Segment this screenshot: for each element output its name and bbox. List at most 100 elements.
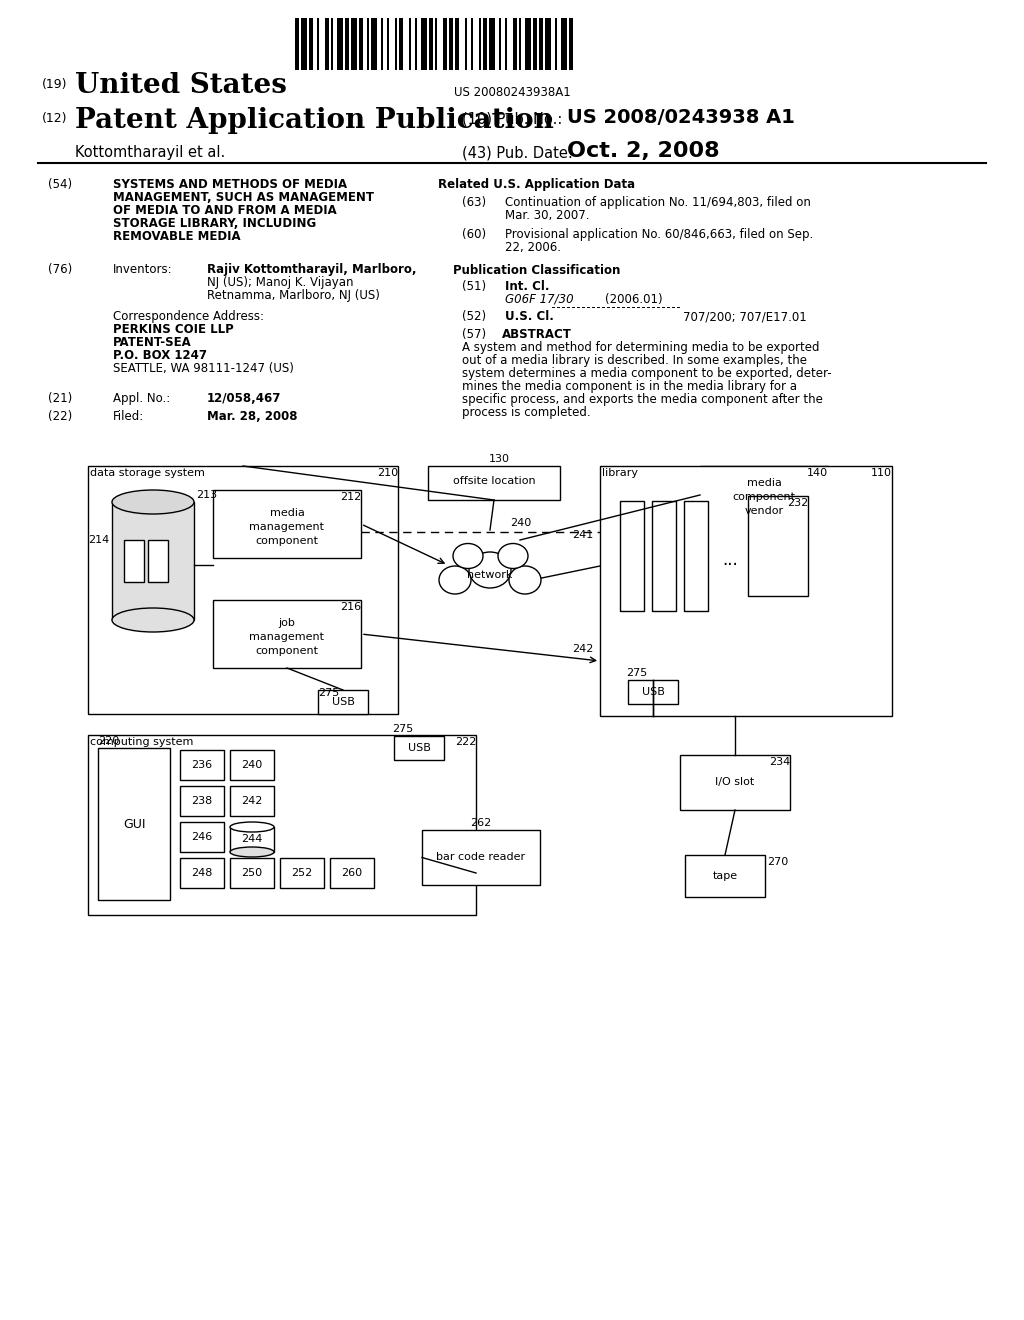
Bar: [213, 601, 361, 668]
Text: A system and method for determining media to be exported: A system and method for determining medi…: [462, 341, 819, 354]
Bar: [471, 18, 473, 70]
Bar: [295, 18, 299, 70]
Bar: [449, 18, 453, 70]
Bar: [180, 822, 224, 851]
Text: Patent Application Publication: Patent Application Publication: [75, 107, 554, 135]
Text: Publication Classification: Publication Classification: [454, 264, 621, 277]
Text: (10) Pub. No.:: (10) Pub. No.:: [462, 112, 562, 127]
Bar: [213, 490, 361, 558]
Bar: [359, 18, 362, 70]
Text: 238: 238: [191, 796, 213, 807]
Bar: [345, 18, 349, 70]
Text: 140: 140: [807, 469, 828, 478]
Bar: [230, 858, 274, 888]
Bar: [124, 540, 144, 582]
Text: out of a media library is described. In some examples, the: out of a media library is described. In …: [462, 354, 807, 367]
Text: 22, 2006.: 22, 2006.: [505, 242, 561, 253]
Bar: [499, 18, 501, 70]
Bar: [620, 502, 644, 611]
Text: SEATTLE, WA 98111-1247 (US): SEATTLE, WA 98111-1247 (US): [113, 362, 294, 375]
Bar: [280, 858, 324, 888]
Text: (21): (21): [48, 392, 73, 405]
Bar: [435, 18, 437, 70]
Bar: [680, 755, 790, 810]
Bar: [180, 858, 224, 888]
Text: ...: ...: [722, 550, 738, 569]
Bar: [700, 466, 828, 524]
Text: USB: USB: [408, 743, 430, 752]
Text: computing system: computing system: [90, 737, 194, 747]
Text: 246: 246: [191, 832, 213, 842]
Text: tape: tape: [713, 871, 737, 880]
Text: REMOVABLE MEDIA: REMOVABLE MEDIA: [113, 230, 241, 243]
Ellipse shape: [230, 847, 274, 857]
Text: GUI: GUI: [123, 817, 145, 830]
Text: (52): (52): [462, 310, 486, 323]
Bar: [325, 18, 329, 70]
Text: US 2008/0243938 A1: US 2008/0243938 A1: [567, 108, 795, 127]
Text: 220: 220: [98, 737, 119, 746]
Text: USB: USB: [332, 697, 354, 708]
Text: 12/058,467: 12/058,467: [207, 392, 282, 405]
Text: OF MEDIA TO AND FROM A MEDIA: OF MEDIA TO AND FROM A MEDIA: [113, 205, 337, 216]
Text: (63): (63): [462, 195, 486, 209]
Bar: [148, 540, 168, 582]
Text: (19): (19): [42, 78, 68, 91]
Text: process is completed.: process is completed.: [462, 407, 591, 418]
Bar: [180, 785, 224, 816]
Text: 242: 242: [242, 796, 263, 807]
Text: Related U.S. Application Data: Related U.S. Application Data: [438, 178, 636, 191]
Text: component: component: [256, 536, 318, 546]
Bar: [330, 858, 374, 888]
Bar: [505, 18, 507, 70]
Bar: [230, 750, 274, 780]
Bar: [519, 18, 521, 70]
Text: 240: 240: [242, 760, 262, 770]
Text: media: media: [269, 508, 304, 517]
Text: specific process, and exports the media component after the: specific process, and exports the media …: [462, 393, 823, 407]
Text: system determines a media component to be exported, deter-: system determines a media component to b…: [462, 367, 831, 380]
Text: 262: 262: [470, 818, 492, 828]
Bar: [112, 502, 194, 620]
Bar: [394, 737, 444, 760]
Text: 234: 234: [769, 756, 790, 767]
Bar: [88, 466, 398, 714]
Text: 110: 110: [871, 469, 892, 478]
Bar: [600, 466, 892, 715]
Text: offsite location: offsite location: [453, 477, 536, 486]
Bar: [465, 18, 467, 70]
Bar: [422, 830, 540, 884]
Bar: [534, 18, 537, 70]
Text: Oct. 2, 2008: Oct. 2, 2008: [567, 141, 720, 161]
Ellipse shape: [453, 544, 483, 569]
Bar: [748, 496, 808, 597]
Bar: [455, 18, 459, 70]
Bar: [309, 18, 313, 70]
Bar: [395, 18, 397, 70]
Text: Correspondence Address:: Correspondence Address:: [113, 310, 264, 323]
Text: (51): (51): [462, 280, 486, 293]
Text: 252: 252: [292, 869, 312, 878]
Bar: [351, 18, 357, 70]
Bar: [180, 750, 224, 780]
Ellipse shape: [112, 609, 194, 632]
Text: United States: United States: [75, 73, 287, 99]
Text: (60): (60): [462, 228, 486, 242]
Text: 244: 244: [242, 834, 263, 843]
Bar: [381, 18, 383, 70]
Text: Rajiv Kottomtharayil, Marlboro,: Rajiv Kottomtharayil, Marlboro,: [207, 263, 417, 276]
Bar: [367, 18, 369, 70]
Bar: [429, 18, 433, 70]
Text: SYSTEMS AND METHODS OF MEDIA: SYSTEMS AND METHODS OF MEDIA: [113, 178, 347, 191]
Text: job: job: [279, 618, 296, 628]
Text: (57): (57): [462, 327, 486, 341]
Bar: [479, 18, 481, 70]
Text: 210: 210: [377, 469, 398, 478]
Bar: [513, 18, 517, 70]
Bar: [415, 18, 417, 70]
Text: (22): (22): [48, 411, 73, 422]
Bar: [337, 18, 343, 70]
Text: 130: 130: [488, 454, 510, 465]
Text: 212: 212: [340, 492, 361, 502]
Text: I/O slot: I/O slot: [716, 777, 755, 788]
